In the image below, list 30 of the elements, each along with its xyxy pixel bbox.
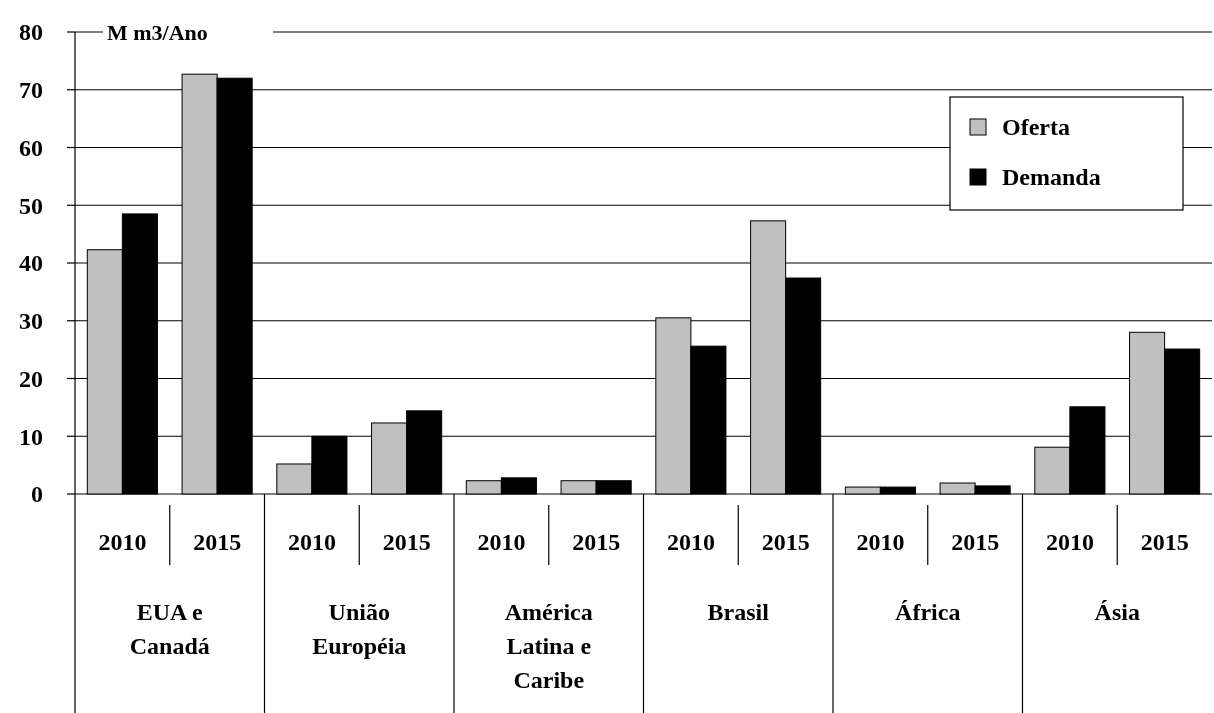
x-tick-label: 2015 (951, 529, 1000, 555)
y-tick-label: 60 (19, 134, 43, 161)
text: Ásia (1094, 599, 1140, 625)
x-tick-label: 2010 (477, 529, 526, 555)
y-tick-label: 80 (19, 19, 43, 46)
y-tick-label: 70 (19, 77, 43, 104)
x-tick-label: 2010 (856, 529, 905, 555)
y-tick-label: 50 (19, 192, 43, 219)
text: América Latina e Caribe (504, 599, 593, 693)
x-tick-label: 2015 (382, 529, 431, 555)
text: União Européia (312, 599, 407, 659)
x-tick-label: 2015 (572, 529, 621, 555)
text: África (895, 599, 961, 625)
y-tick-label: 20 (19, 365, 43, 392)
y-axis-title: M m3/Ano (107, 19, 208, 45)
x-tick-label: 2010 (98, 529, 147, 555)
text: Brasil (707, 599, 770, 625)
y-tick-label: 40 (19, 250, 43, 277)
x-tick-label: 2015 (1140, 529, 1189, 555)
x-tick-label: 2010 (666, 529, 715, 555)
legend-label: Demanda (1002, 164, 1101, 191)
legend-label: Oferta (1002, 114, 1070, 141)
y-tick-label: 0 (31, 481, 43, 508)
y-tick-label: 10 (19, 423, 43, 450)
x-tick-label: 2010 (287, 529, 336, 555)
y-tick-label: 30 (19, 308, 43, 335)
text: EUA e Canadá (129, 599, 210, 659)
x-tick-label: 2010 (1045, 529, 1094, 555)
x-tick-label: 2015 (193, 529, 242, 555)
x-tick-label: 2015 (761, 529, 810, 555)
